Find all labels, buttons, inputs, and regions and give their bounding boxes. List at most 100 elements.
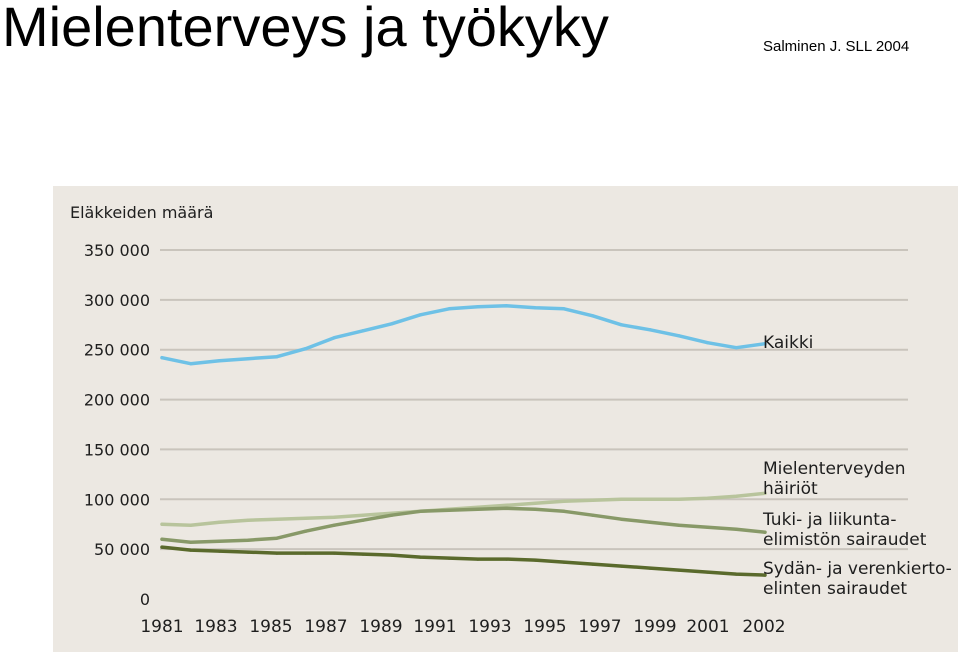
data-point-tuki	[160, 537, 164, 541]
y-axis-label: Eläkkeiden määrä	[70, 203, 213, 222]
data-point-mielenterveys	[303, 516, 308, 520]
data-point-mielenterveys	[217, 520, 222, 524]
data-point-sydan	[418, 555, 423, 559]
data-point-tuki	[303, 529, 308, 533]
series-line-tuki	[160, 506, 767, 544]
data-point-tuki	[476, 507, 480, 511]
data-point-sydan	[591, 562, 595, 566]
data-point-kaikki	[447, 307, 451, 311]
x-tick-label: 1981	[140, 617, 183, 637]
data-point-mielenterveys	[504, 503, 509, 507]
data-point-tuki	[189, 540, 193, 544]
series-label-mielenterveys: häiriöt	[763, 479, 818, 499]
data-point-mielenterveys	[763, 491, 767, 495]
data-point-tuki	[648, 520, 652, 524]
data-point-sydan	[476, 557, 480, 561]
data-point-sydan	[734, 572, 738, 576]
series-label-kaikki: Kaikki	[763, 333, 813, 353]
data-point-kaikki	[476, 305, 480, 309]
data-point-tuki	[447, 508, 451, 512]
data-point-sydan	[361, 552, 365, 556]
x-tick-label: 1999	[633, 617, 676, 637]
data-point-mielenterveys	[160, 522, 164, 526]
data-point-kaikki	[734, 346, 738, 350]
data-point-sydan	[246, 550, 250, 554]
data-point-sydan	[332, 551, 336, 555]
data-point-kaikki	[619, 323, 624, 327]
y-tick-label: 150 000	[84, 440, 150, 459]
x-tick-label: 1987	[304, 617, 347, 637]
x-tick-label: 1989	[359, 617, 402, 637]
data-point-sydan	[504, 557, 509, 561]
series-label-sydan: Sydän- ja verenkierto-	[763, 559, 952, 579]
data-point-tuki	[619, 517, 624, 521]
data-point-sydan	[217, 549, 222, 553]
x-tick-label: 1983	[194, 617, 237, 637]
source-citation: Salminen J. SLL 2004	[763, 38, 910, 55]
data-point-kaikki	[533, 306, 537, 310]
data-point-sydan	[533, 558, 537, 562]
data-point-tuki	[418, 509, 423, 513]
y-tick-label: 250 000	[84, 341, 150, 360]
data-point-sydan	[160, 545, 164, 549]
data-point-mielenterveys	[734, 494, 738, 498]
data-point-sydan	[447, 556, 451, 560]
slide-title: Mielenterveys ja työkyky	[2, 0, 609, 58]
y-tick-label: 350 000	[84, 241, 150, 260]
y-tick-label: 50 000	[94, 540, 150, 559]
data-point-mielenterveys	[275, 517, 279, 521]
y-tick-label: 200 000	[84, 391, 150, 410]
data-point-mielenterveys	[619, 497, 624, 501]
series-lines	[160, 304, 767, 577]
series-label-sydan: elinten sairaudet	[763, 579, 907, 599]
data-point-mielenterveys	[189, 523, 193, 527]
data-point-tuki	[504, 506, 509, 510]
data-point-sydan	[619, 564, 624, 568]
data-point-tuki	[390, 513, 394, 517]
data-point-sydan	[677, 568, 681, 572]
data-point-kaikki	[504, 304, 509, 308]
data-point-kaikki	[160, 356, 164, 360]
data-point-kaikki	[562, 307, 566, 311]
x-tick-label: 2001	[686, 617, 729, 637]
y-tick-label: 100 000	[84, 490, 150, 509]
data-point-kaikki	[303, 347, 308, 351]
data-point-sydan	[303, 551, 308, 555]
data-point-kaikki	[705, 341, 710, 345]
data-point-tuki	[361, 518, 365, 522]
data-point-sydan	[189, 548, 193, 552]
data-point-mielenterveys	[533, 501, 537, 505]
series-line-sydan	[160, 545, 767, 577]
data-point-tuki	[763, 530, 767, 534]
data-point-kaikki	[390, 322, 394, 326]
data-point-mielenterveys	[677, 497, 681, 501]
data-point-kaikki	[648, 328, 652, 332]
data-point-kaikki	[763, 342, 767, 346]
series-line-kaikki	[160, 304, 767, 366]
series-label-mielenterveys: Mielenterveyden	[763, 459, 906, 479]
data-point-kaikki	[418, 313, 423, 317]
data-point-kaikki	[246, 357, 250, 361]
y-tick-label: 0	[140, 590, 150, 609]
data-point-kaikki	[332, 336, 336, 340]
data-point-kaikki	[189, 362, 193, 366]
data-point-tuki	[562, 509, 566, 513]
data-point-tuki	[705, 525, 710, 529]
data-point-sydan	[390, 553, 394, 557]
series-label-tuki: Tuki- ja liikunta-	[762, 510, 897, 530]
data-point-sydan	[562, 560, 566, 564]
data-point-tuki	[591, 513, 595, 517]
data-point-tuki	[217, 539, 222, 543]
data-point-tuki	[332, 523, 336, 527]
x-tick-label: 1993	[468, 617, 511, 637]
data-point-kaikki	[361, 329, 365, 333]
data-point-tuki	[677, 523, 681, 527]
data-point-sydan	[275, 551, 279, 555]
data-point-mielenterveys	[562, 499, 566, 503]
data-point-tuki	[246, 538, 250, 542]
x-tick-label: 1997	[578, 617, 621, 637]
x-tick-label: 2002	[742, 617, 785, 637]
data-point-mielenterveys	[705, 496, 710, 500]
data-point-sydan	[648, 566, 652, 570]
